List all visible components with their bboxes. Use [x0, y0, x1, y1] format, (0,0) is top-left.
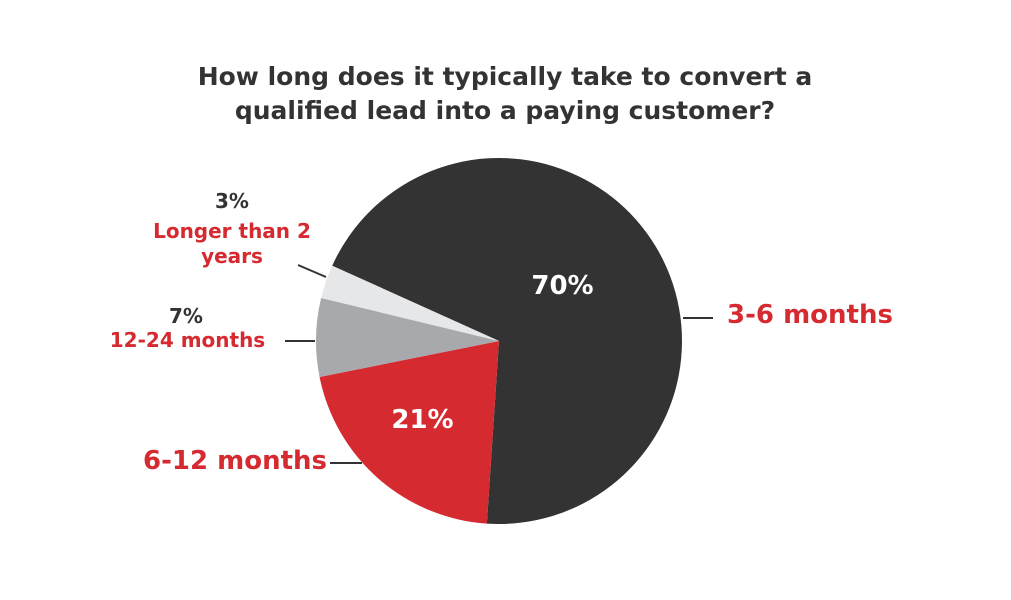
leader-line [297, 264, 327, 278]
pie-slice [332, 157, 682, 524]
value-label: 3% [215, 189, 249, 213]
category-label: 12-24 months [109, 328, 266, 352]
value-label: 70% [531, 271, 594, 301]
pie-slice [319, 341, 499, 524]
category-label: 6-12 months [143, 446, 327, 476]
category-label: 3-6 months [727, 300, 893, 330]
chart-title: How long does it typically take to conve… [197, 62, 813, 125]
category-label: Longer than 2 years [153, 219, 311, 268]
value-label: 7% [169, 304, 203, 328]
pie-slice [321, 265, 499, 341]
value-label: 21% [391, 405, 454, 435]
pie-slice [316, 297, 499, 377]
